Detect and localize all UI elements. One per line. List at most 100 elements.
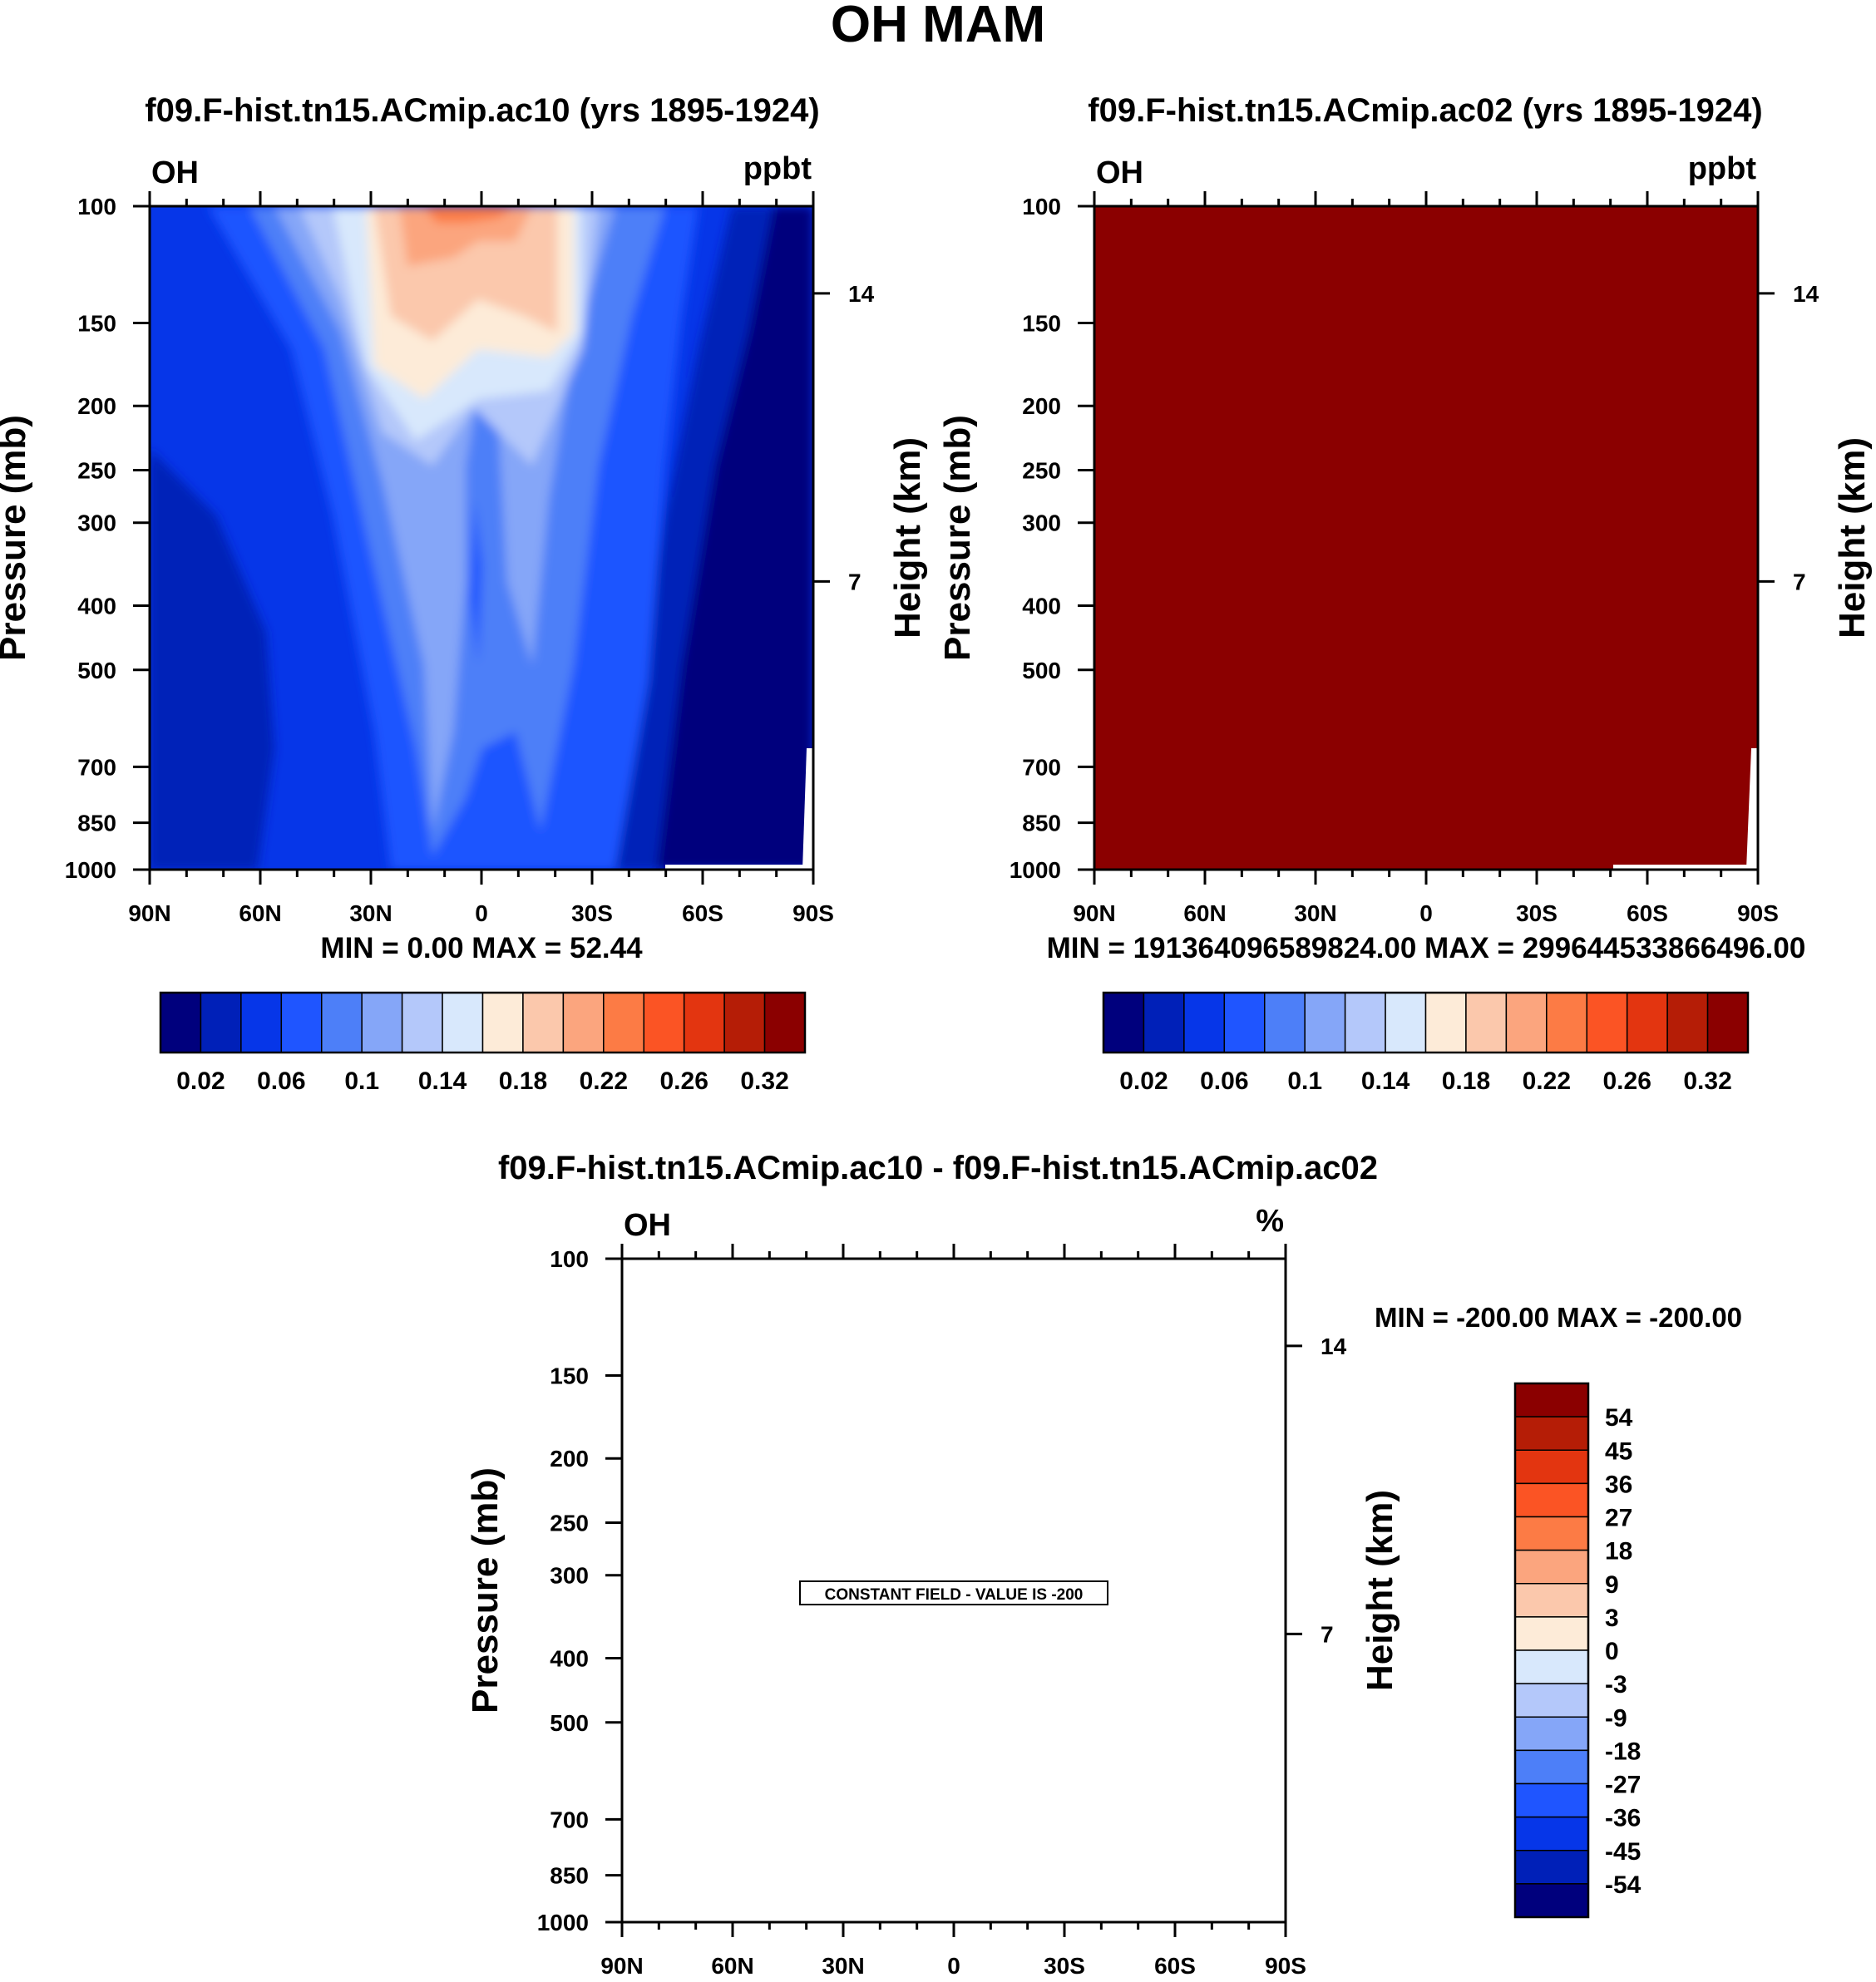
p1-x-tick-label: 60S [682,900,723,926]
p1-colorbar-box [683,992,725,1053]
p2-y-tick-label: 850 [1022,811,1061,836]
contour-center-min [470,499,482,665]
p2-x-tick-label: 30N [1294,900,1336,926]
missing-region-1 [665,865,813,870]
p3-colorbar-box [1514,1683,1589,1718]
p1-colorbar-label: 0.1 [344,1067,379,1095]
p2-y-tick-label: 150 [1022,311,1061,337]
p3-colorbar-label: 0 [1605,1638,1619,1665]
p3-colorbar-frame [1513,1382,1590,1919]
p3-colorbar-box [1514,1749,1589,1785]
p3-y-tick-label: 300 [550,1563,589,1589]
p3-colorbar-label: -36 [1605,1805,1641,1832]
contour-n-edge-mid [150,449,274,870]
panel-1: f09.F-hist.tn15.ACmip.ac10 (yrs 1895-192… [145,92,820,870]
p3-colorbar-label: -9 [1605,1704,1627,1732]
p3-colorbar-box [1514,1850,1589,1885]
p2-colorbar-label: 0.02 [1119,1067,1168,1095]
p2-colorbar-box [1385,992,1427,1053]
p1-colorbar: 0.02 0.06 0.1 0.14 0.18 0.22 0.26 0.32 [159,991,807,1095]
p1-colorbar-box [361,992,403,1053]
p1-colorbar-label: 0.18 [499,1067,547,1095]
p3-y-tick-label: 700 [550,1807,589,1832]
missing-edge-1 [802,748,813,870]
p3-variable-label: OH [624,1208,671,1243]
contour-level-8 [399,206,532,266]
p3-y-tick-label: 200 [550,1446,589,1472]
p1-colorbar-box [280,992,323,1053]
p1-colorbar-box [321,992,363,1053]
p3-colorbar-label: -54 [1605,1871,1642,1899]
p3-y-tick-label: 150 [550,1363,589,1389]
constant-field-label: CONSTANT FIELD - VALUE IS -200 [825,1586,1084,1604]
p3-y-tick-label: 850 [550,1863,589,1889]
p2-colorbar-box [1223,992,1266,1053]
p1-colorbar-box [723,992,766,1053]
contour-level-9 [424,206,516,223]
p3-colorbar-label: 45 [1605,1437,1632,1465]
p2-stats: MIN = 191364096589824.00 MAX = 299644533… [1047,932,1806,964]
panel-diff-title: f09.F-hist.tn15.ACmip.ac10 - f09.F-hist.… [498,1150,1378,1186]
missing-edge-2 [1746,748,1758,870]
p2-y-tick-label: 100 [1022,194,1061,219]
panel-2-title: f09.F-hist.tn15.ACmip.ac02 (yrs 1895-192… [1088,92,1762,129]
p1-colorbar-box [481,992,524,1053]
p1-units-label: ppbt [743,151,812,186]
p1-y-tick-label: 700 [77,754,116,780]
p3-x-tick-label: 60N [711,1953,753,1979]
p3-y-tick-label: 1000 [537,1910,589,1935]
p3-colorbar-label: 9 [1605,1571,1619,1599]
contour-s-edge-mid [615,206,773,870]
p2-ylabel: Pressure (mb) [937,415,978,661]
figure-title: OH MAM [831,0,1045,53]
p1-y-tick-label: 400 [77,593,116,619]
p2-colorbar-label: 0.14 [1361,1067,1410,1095]
p1-x-tick-label: 30S [571,900,613,926]
p2-colorbar-box [1465,992,1508,1053]
p1-colorbar-label: 0.32 [740,1067,788,1095]
p1-x-tick-label: 90N [128,900,170,926]
p3-colorbar-label: 36 [1605,1471,1632,1498]
p2-colorbar-label: 0.32 [1683,1067,1731,1095]
p3-colorbar-label: 3 [1605,1605,1619,1632]
p3-units-label: % [1256,1204,1284,1239]
p3-colorbar: 54 45 36 27 18 9 3 0 -3 -9 -18 -27 -36 -45 -54 [1513,1382,1642,1919]
p2-y-tick-label: 200 [1022,393,1061,419]
p1-stats: MIN = 0.00 MAX = 52.44 [320,932,643,964]
p1-colorbar-label: 0.26 [659,1067,708,1095]
panel-2: f09.F-hist.tn15.ACmip.ac02 (yrs 1895-192… [1088,92,1763,870]
p1-y-tick-label: 150 [77,311,116,337]
p3-x-tick-label: 90N [600,1953,643,1979]
p1-y-tick-label: 100 [77,194,116,219]
p3-x-tick-label: 60S [1154,1953,1196,1979]
p3-right-tick-label: 14 [1321,1334,1347,1359]
p3-colorbar-box [1514,1816,1589,1851]
p3-ylabel: Pressure (mb) [465,1467,506,1713]
p1-colorbar-box [643,992,685,1053]
p2-y-tick-label: 1000 [1010,857,1061,883]
p1-right-tick-label: 14 [848,281,875,307]
p3-colorbar-box [1514,1716,1589,1752]
p2-x-tick-label: 60S [1627,900,1668,926]
p1-colorbar-box [160,992,202,1053]
p3-y-tick-label: 500 [550,1710,589,1736]
p2-y-tick-label: 700 [1022,754,1061,780]
p3-colorbar-box [1514,1649,1589,1684]
p1-x-tick-label: 30N [349,900,392,926]
p3-colorbar-box [1514,1583,1589,1618]
p2-y-tick-label: 500 [1022,658,1061,683]
p3-colorbar-label: -3 [1605,1671,1627,1699]
p2-y-tick-label: 250 [1022,458,1061,484]
p2-x-tick-label: 30S [1516,900,1558,926]
p1-colorbar-label: 0.22 [580,1067,628,1095]
p2-colorbar-label: 0.1 [1287,1067,1322,1095]
panel-1-field [150,206,813,870]
p1-ylabel-right: Height (km) [887,437,928,638]
p2-y-tick-label: 300 [1022,510,1061,536]
p2-colorbar-frame [1102,991,1750,1054]
p1-colorbar-label: 0.06 [257,1067,305,1095]
p2-colorbar-box [1706,992,1749,1053]
p1-colorbar-box [763,992,806,1053]
